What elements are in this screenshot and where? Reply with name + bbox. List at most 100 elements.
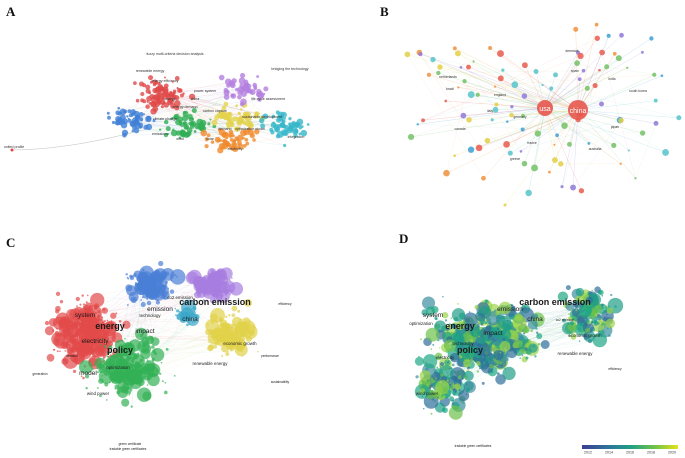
link	[494, 86, 512, 116]
node-label: united profile	[4, 145, 25, 149]
node-label: wind	[176, 137, 183, 141]
node	[449, 384, 452, 387]
node	[599, 49, 605, 56]
node	[102, 357, 105, 359]
node	[143, 375, 147, 379]
node-usa	[537, 100, 553, 116]
node	[449, 323, 451, 325]
link	[422, 84, 543, 121]
link	[522, 84, 543, 116]
node	[237, 89, 243, 95]
node	[149, 80, 153, 84]
node	[101, 338, 103, 341]
node	[131, 129, 135, 133]
node	[482, 333, 485, 336]
keyword-label: carbon emission	[179, 297, 251, 307]
node	[481, 175, 486, 181]
node	[226, 111, 233, 118]
node	[485, 359, 488, 361]
link	[544, 70, 584, 109]
keyword-cluster-map-c: carbon emission policy energy system china im…	[32, 260, 292, 451]
node	[470, 349, 473, 352]
node-label: carbon capture	[203, 109, 227, 113]
keyword-label: model	[79, 370, 97, 377]
node	[467, 91, 475, 99]
node	[165, 347, 169, 351]
node	[481, 328, 485, 332]
node	[150, 348, 165, 362]
node	[478, 337, 486, 345]
link	[420, 54, 480, 148]
node	[215, 320, 218, 323]
node	[272, 121, 275, 125]
node	[256, 75, 260, 79]
node	[467, 146, 475, 153]
node	[585, 315, 588, 318]
node	[204, 137, 209, 142]
node	[165, 90, 168, 93]
node	[59, 300, 64, 304]
node	[143, 292, 145, 295]
node	[180, 313, 189, 322]
link	[575, 29, 579, 111]
node	[585, 319, 590, 323]
node	[139, 358, 144, 363]
link	[500, 53, 579, 111]
node-label: denmark	[565, 49, 578, 53]
node	[565, 285, 571, 291]
node	[98, 368, 114, 384]
node	[503, 363, 505, 366]
node	[257, 97, 262, 102]
node-label: electricity	[228, 147, 243, 151]
node	[183, 121, 188, 127]
node-label: south korea	[629, 89, 647, 93]
node	[509, 112, 514, 118]
node	[127, 371, 137, 381]
node-label: spain	[571, 69, 579, 73]
node	[217, 329, 221, 333]
node	[537, 342, 541, 346]
node	[178, 136, 182, 140]
node	[81, 294, 84, 297]
node	[159, 89, 162, 93]
node	[281, 119, 286, 124]
node	[71, 350, 74, 353]
node	[115, 118, 122, 126]
node	[122, 352, 126, 357]
node	[553, 143, 556, 146]
node	[173, 113, 180, 120]
node	[220, 294, 224, 297]
node	[206, 289, 209, 291]
keyword-label: economic growth	[223, 341, 257, 346]
node-label: china	[191, 97, 200, 101]
node	[594, 316, 597, 318]
node	[439, 373, 444, 377]
node	[150, 101, 157, 107]
node	[502, 366, 516, 381]
node	[585, 296, 594, 305]
node	[533, 69, 539, 75]
node	[186, 127, 193, 133]
node	[601, 320, 607, 326]
link	[438, 72, 546, 109]
node	[463, 381, 476, 394]
link	[420, 53, 679, 118]
node	[239, 83, 244, 87]
node	[209, 313, 218, 322]
node	[91, 341, 94, 344]
node	[606, 33, 611, 38]
node	[146, 359, 149, 361]
node	[79, 303, 82, 306]
link	[237, 90, 248, 140]
node	[88, 326, 103, 341]
link	[544, 107, 679, 118]
node	[487, 308, 491, 312]
link	[194, 110, 228, 144]
node	[237, 111, 241, 115]
keyword-label: optimization	[409, 321, 433, 326]
link	[577, 52, 603, 111]
link	[495, 107, 546, 111]
link	[471, 94, 614, 146]
node	[73, 353, 85, 365]
